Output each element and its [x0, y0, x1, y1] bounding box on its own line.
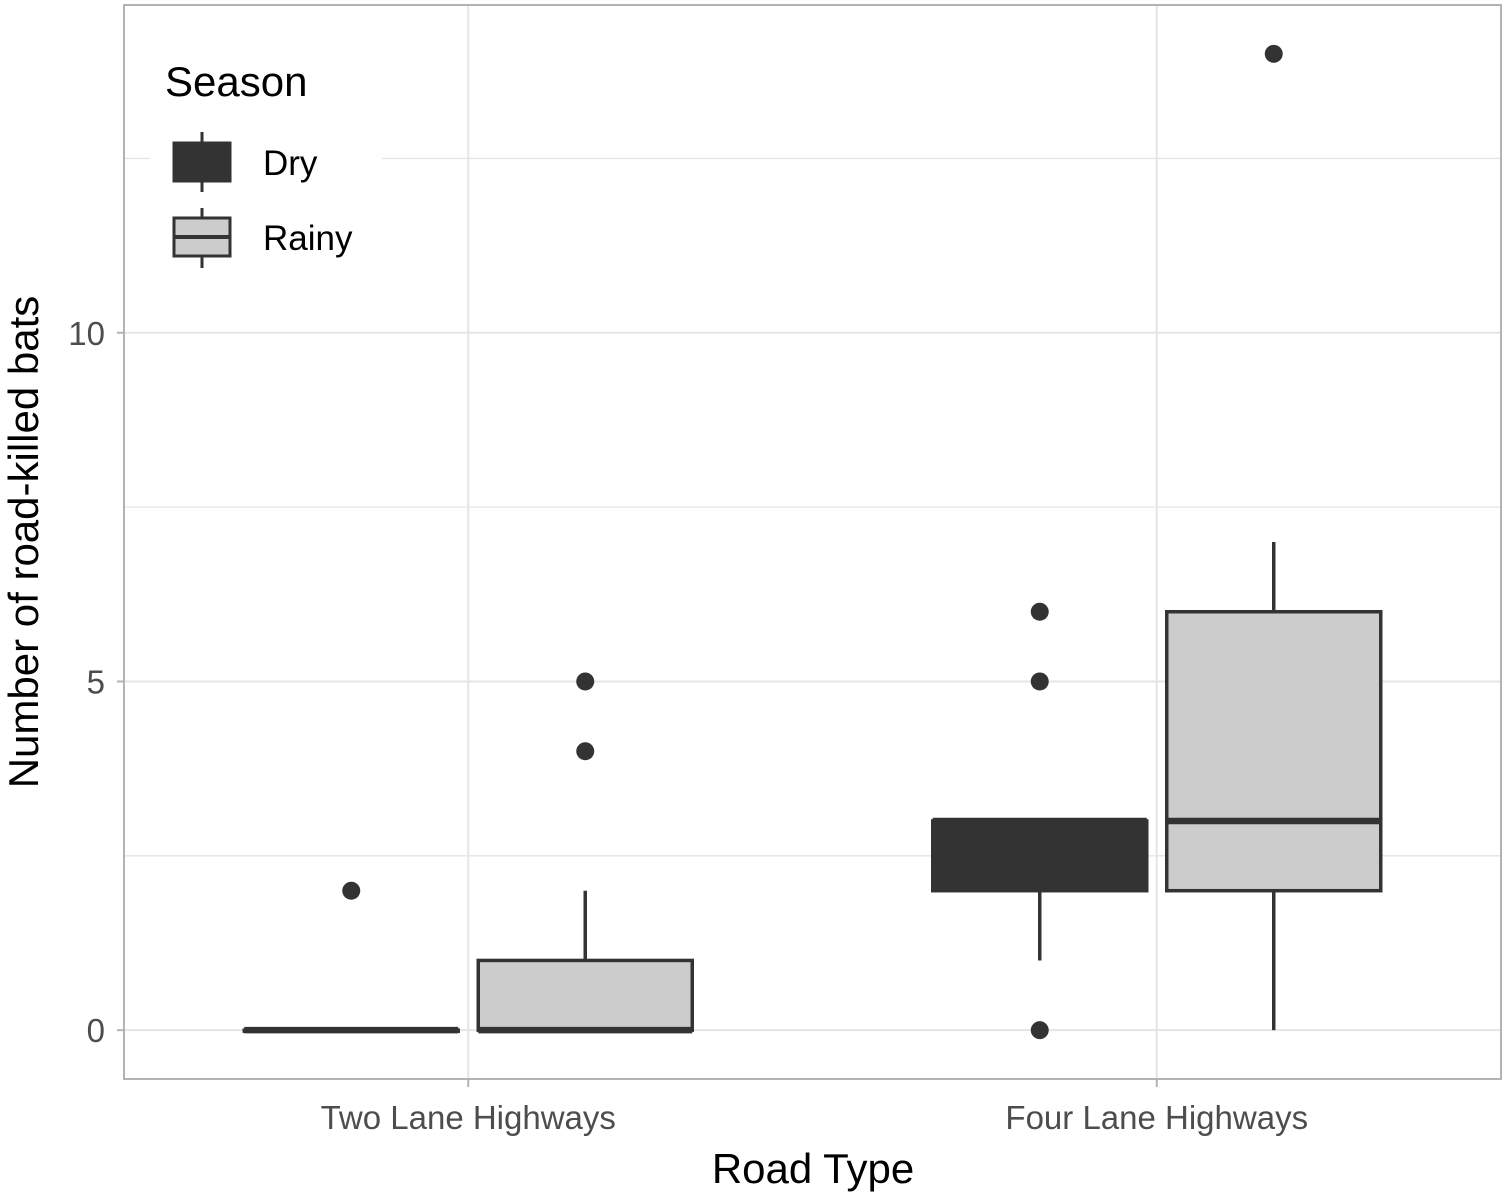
outlier-point [1030, 602, 1049, 621]
box-rainy-0 [476, 672, 694, 1034]
x-tick-label: Four Lane Highways [1005, 1099, 1308, 1136]
x-axis-title: Road Type [712, 1145, 914, 1192]
legend-key-rainy [172, 208, 232, 268]
y-tick-label: 10 [68, 315, 105, 352]
axes: 0 5 10 Two Lane Highways Four Lane Highways [68, 315, 1308, 1136]
boxes [242, 44, 1383, 1040]
legend-label-rainy: Rainy [263, 219, 353, 258]
y-tick-label: 5 [87, 663, 105, 700]
box-rainy-1 [1165, 44, 1383, 1031]
y-tick-label: 0 [87, 1012, 105, 1049]
y-axis-title: Number of road-killed bats [0, 296, 47, 789]
panel-border [123, 4, 1502, 1080]
outlier-point [342, 881, 361, 900]
legend-title: Season [165, 58, 307, 105]
box-dry-0 [242, 881, 460, 1034]
box-dry-1 [931, 602, 1149, 1040]
x-tick-label: Two Lane Highways [321, 1099, 616, 1136]
outlier-point [576, 742, 595, 761]
legend-label-dry: Dry [263, 144, 318, 183]
box-body [1165, 609, 1383, 893]
box-body [476, 958, 694, 1032]
box-body [931, 819, 1149, 893]
legend-key-dry [172, 132, 232, 192]
outlier-point [1030, 1021, 1049, 1040]
outlier-point [1264, 44, 1283, 63]
outlier-point [1030, 672, 1049, 691]
outlier-point [576, 672, 595, 691]
legend: Season Dry Rainy [150, 30, 382, 285]
